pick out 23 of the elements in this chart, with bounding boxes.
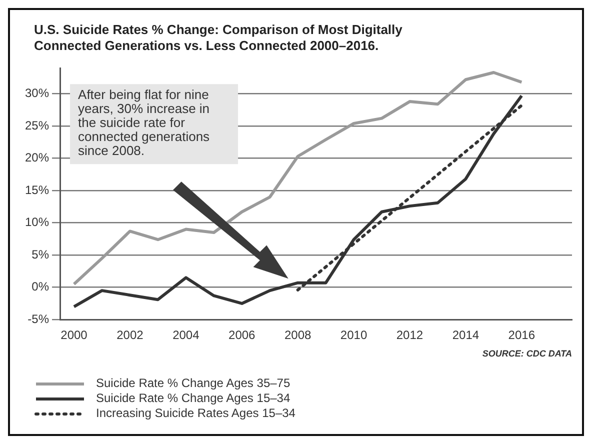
y-tick-label: -5%	[28, 312, 50, 326]
x-tick-label: 2016	[508, 328, 536, 342]
y-tick-label: 0%	[32, 280, 50, 294]
source-note: SOURCE: CDC DATA	[482, 348, 572, 359]
legend-label: Suicide Rate % Change Ages 35–75	[96, 376, 290, 391]
x-tick-label: 2006	[228, 328, 256, 342]
x-tick-label: 2012	[396, 328, 424, 342]
x-tick-label: 2002	[116, 328, 144, 342]
chart-title: U.S. Suicide Rates % Change: Comparison of Most Digitally Connected Generations vs. Less Connected 2000–2016.	[33, 21, 404, 54]
x-tick-label: 2008	[284, 328, 312, 342]
y-tick-label: 10%	[24, 215, 50, 230]
y-tick-label: 30%	[24, 86, 50, 100]
annotation: After being flat for nine years, 30% increase in the suicide rate for connected generations since 2008.	[78, 87, 210, 158]
x-tick-label: 2004	[172, 328, 200, 342]
y-tick-label: 5%	[32, 247, 50, 262]
x-tick-label: 2000	[60, 328, 88, 342]
y-tick-label: 20%	[24, 150, 50, 165]
legend-label: Increasing Suicide Rates Ages 15–34	[96, 406, 296, 421]
y-tick-label: 25%	[24, 118, 50, 132]
x-tick-label: 2010	[340, 328, 368, 342]
legend-label: Suicide Rate % Change Ages 15–34	[96, 391, 290, 406]
x-tick-label: 2014	[452, 328, 480, 342]
y-tick-label: 15%	[24, 182, 50, 197]
